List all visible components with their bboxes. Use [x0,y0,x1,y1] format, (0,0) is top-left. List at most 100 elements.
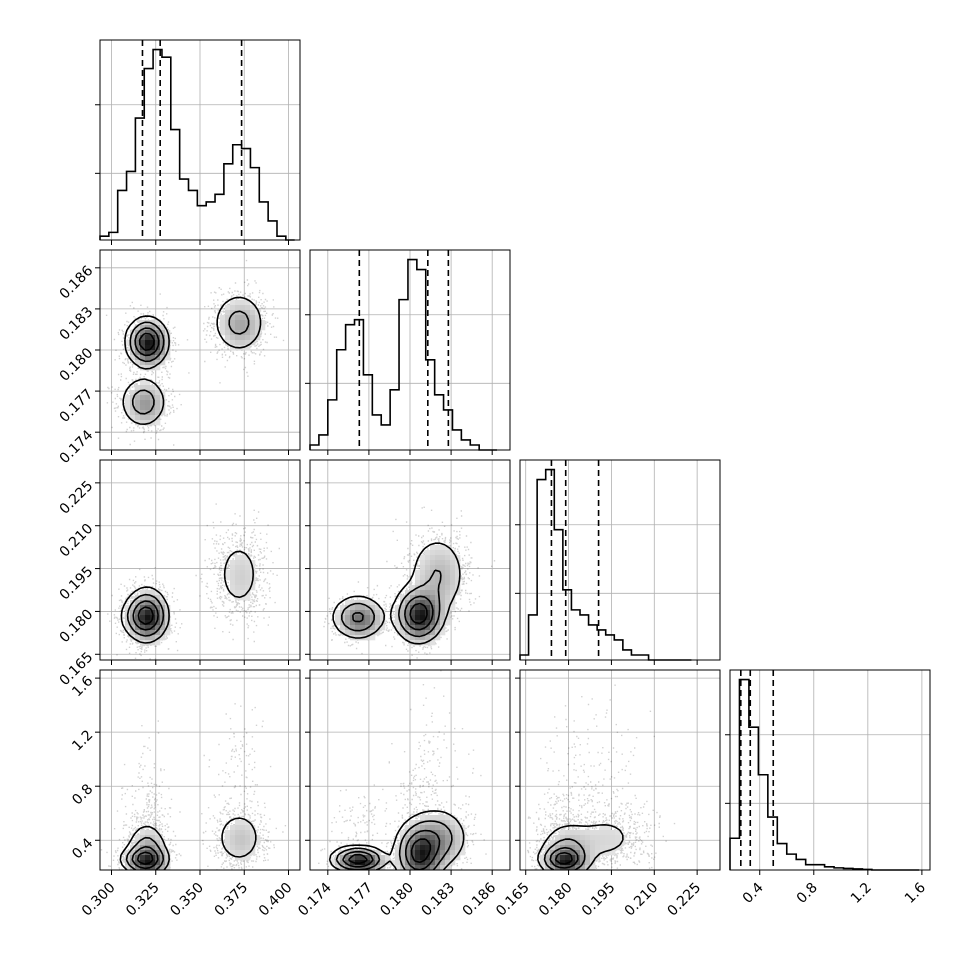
density-cell [425,845,431,851]
density-cell [450,560,456,566]
density-cell [395,615,401,621]
density-cell [435,555,441,561]
density-cell [430,865,436,870]
density-cell [415,580,421,586]
density-cell [140,325,146,331]
density-cell [595,840,601,846]
density-cell [365,635,371,641]
density-cell [245,820,251,826]
density-cell [590,840,596,846]
density-cell [245,320,251,326]
density-cell [555,835,561,841]
density-cell [420,850,426,856]
density-cell [595,850,601,856]
diagonal-panel-3: 0.4 0.8 1.2 1.6 [725,669,931,907]
density-cell [150,410,156,416]
density-cell [590,855,596,861]
density-cell [370,860,376,866]
density-cell [340,605,346,611]
density-cell [140,395,146,401]
density-cell [150,590,156,596]
density-cell [445,550,451,556]
x-tick-label: 0.177 [336,880,376,920]
density-cell [240,580,246,586]
density-cell [450,860,456,866]
panel-frame [519,669,721,871]
density-cell [140,405,146,411]
density-cell [430,560,436,566]
density-cell [415,865,421,870]
density-cell [620,840,626,846]
density-cell [125,625,131,631]
density-cell [130,630,136,636]
density-cell [235,835,241,841]
density-cell [445,615,451,621]
density-cell [240,565,246,571]
density-cell [605,840,611,846]
density-cell [440,595,446,601]
density-cell [415,570,421,576]
contour-line [137,606,154,625]
density-cell [405,595,411,601]
diagonal-panel-1 [305,249,511,455]
density-cell [430,825,436,831]
y-tick-label: 1.2 [69,727,96,754]
density-cell [235,840,241,846]
density-cell [235,570,241,576]
density-cell [375,625,381,631]
density-cell [410,820,416,826]
density-cell [570,865,576,870]
density-cell [430,595,436,601]
density-cell [445,815,451,821]
density-cell [400,630,406,636]
density-cell [435,585,441,591]
density-cell [350,620,356,626]
density-cell [145,405,151,411]
density-cell [585,855,591,861]
density-cell [435,575,441,581]
density-cell [260,325,266,331]
density-cell [145,360,151,366]
density-cell [405,590,411,596]
density-cell [595,855,601,861]
density-cell [370,625,376,631]
density-cell [130,615,136,621]
density-cell [235,300,241,306]
density-cell [445,850,451,856]
density-cell [420,825,426,831]
density-cell [235,590,241,596]
density-cell [450,600,456,606]
histogram-3 [729,678,920,871]
density-cell [240,820,246,826]
density-cell [235,850,241,856]
contour-line [341,569,442,638]
density-cell [165,855,171,861]
density-cell [140,350,146,356]
density-cell [425,820,431,826]
density-cell [400,595,406,601]
density-cell [130,395,136,401]
density-cell [410,620,416,626]
density-cell [245,560,251,566]
density-cell [140,330,146,336]
x-tick-label: 0.180 [377,880,417,920]
density-cell [230,570,236,576]
density-cell [440,570,446,576]
density-cell [445,585,451,591]
density-cell [445,835,451,841]
density-cell [430,550,436,556]
density-cell [455,840,461,846]
density-cell [420,610,426,616]
density-cell [135,350,141,356]
density-cell [245,310,251,316]
density-cell [435,625,441,631]
density-cell [420,565,426,571]
density-cell [445,595,451,601]
density-cell [420,835,426,841]
density-cell [605,845,611,851]
density-cell [155,835,161,841]
density-cell [440,560,446,566]
density-cell [335,620,341,626]
density-cell [430,855,436,861]
